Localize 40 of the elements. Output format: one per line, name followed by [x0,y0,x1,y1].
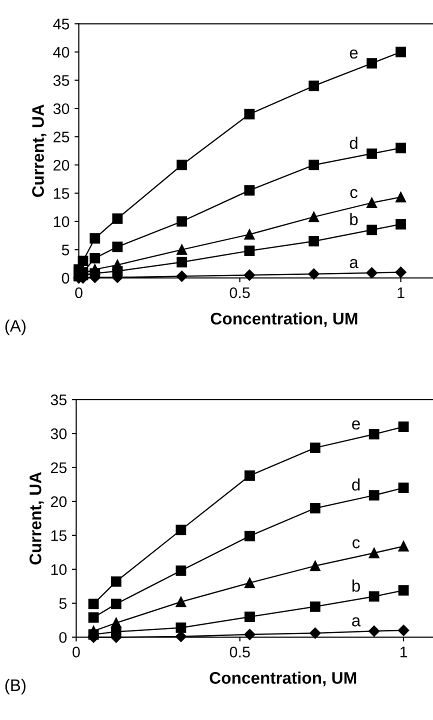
x-tick-label: 1 [400,646,408,658]
y-tick-label: 35 [50,394,67,406]
series-label: a [350,259,358,268]
y-tick-label: 20 [54,160,70,171]
y-tick-label: 0 [62,272,70,284]
y-tick-label: 30 [53,103,70,114]
y-tick-label: 20 [50,496,67,508]
y-tick-label: 40 [53,46,70,58]
y-tick-label: 15 [54,188,70,199]
x-axis-title: Concentration, UM [210,672,356,686]
x-tick-label: 0 [72,646,80,658]
y-tick-label: 10 [51,564,67,575]
series-label: d [350,136,358,149]
text: (B) [5,678,26,694]
series-label: a [352,617,361,626]
series-label: d [352,478,360,491]
x-tick-label: 1 [398,288,404,298]
y-tick-label: 5 [62,244,70,256]
y-tick-label: 10 [54,216,70,228]
y-tick-label: 25 [54,132,70,142]
y-tick-label: 5 [59,598,67,609]
y-tick-label: 35 [53,75,70,86]
y-tick-label: 45 [53,18,70,30]
x-tick-label: 0 [75,287,82,298]
x-tick-label: 0.5 [230,287,250,298]
series-label: b [350,212,358,226]
y-tick-label: 0 [59,632,67,643]
x-axis-title: Concentration, UM [210,312,358,327]
series-label: b [352,580,360,592]
series-label: e [352,420,360,430]
y-tick-label: 30 [50,428,67,440]
y-axis-title: Current, UA [32,104,46,197]
series-label: e [350,49,358,59]
series-label: c [352,539,360,548]
y-tick-label: 25 [50,462,67,474]
y-tick-label: 15 [51,530,67,542]
x-tick-label: 0.5 [230,646,250,658]
series-label: c [350,188,358,198]
text: (A) [5,320,26,336]
y-axis-title: Current, UA [30,472,44,564]
